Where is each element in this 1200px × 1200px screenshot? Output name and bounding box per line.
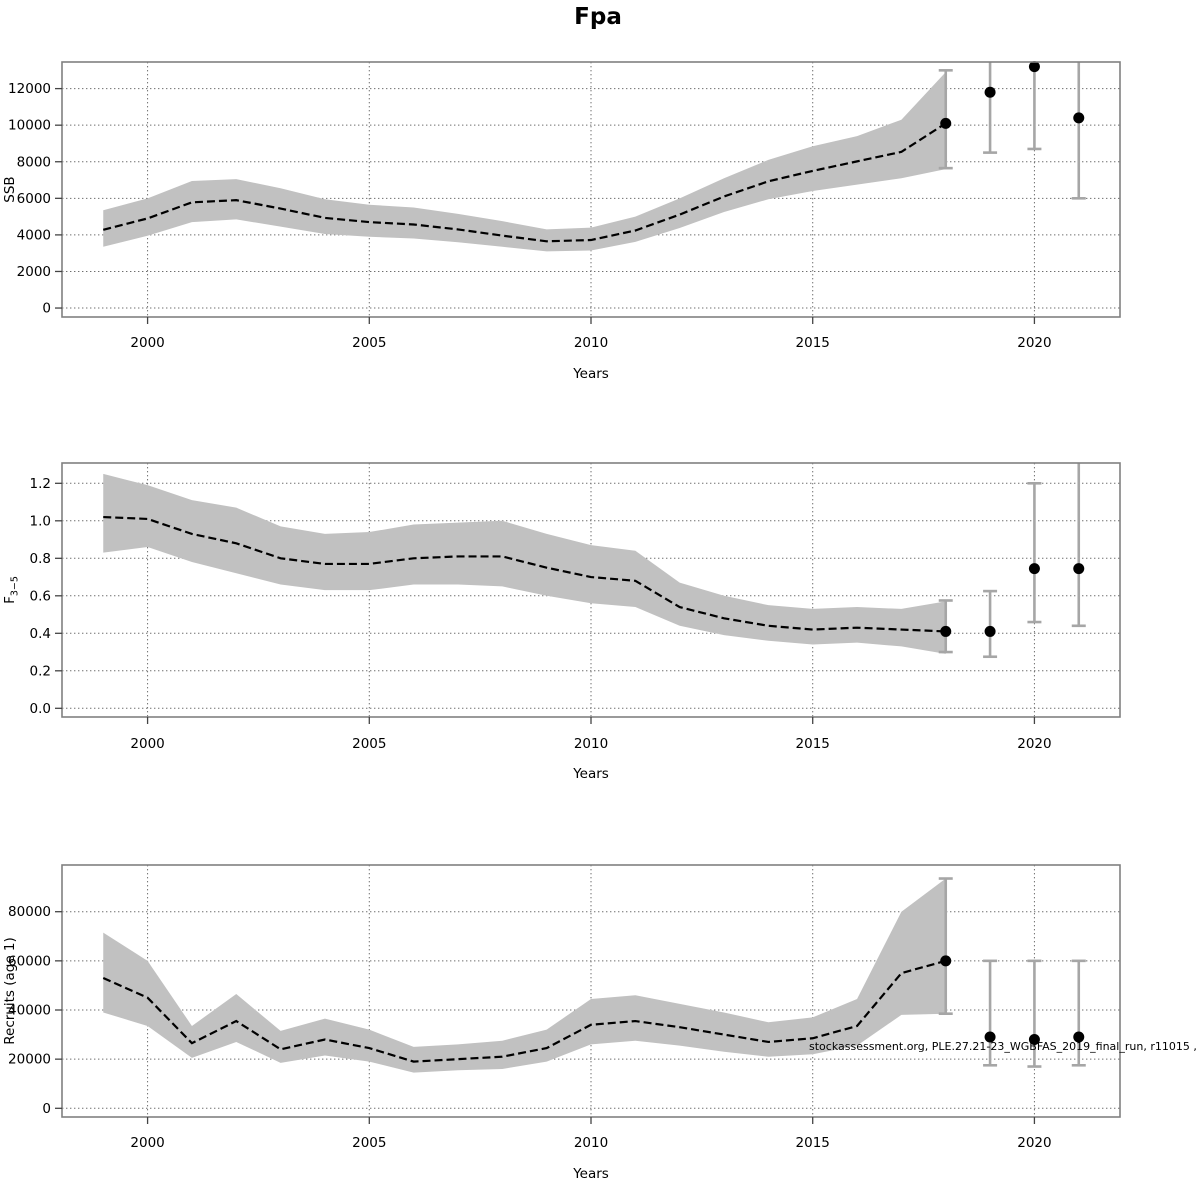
x-tick-label: 2010 xyxy=(574,335,608,351)
axis: 2000 2005 2010 2015 2020 0 2000 4000 6000 8000 100… xyxy=(2,61,1121,382)
x-axis-label: Years xyxy=(572,1166,609,1182)
axis: 2000 2005 2010 2015 2020 0 20000 40000 60000 8000… xyxy=(2,864,1121,1182)
data-point xyxy=(1073,563,1085,575)
y-tick-label: 1.2 xyxy=(30,476,51,492)
forecast-points xyxy=(940,563,1085,637)
y-tick-label: 4000 xyxy=(17,227,51,243)
data-point xyxy=(940,625,952,637)
y-tick-label: 60000 xyxy=(8,953,51,969)
x-tick-label: 2015 xyxy=(796,1135,830,1151)
forecast-points xyxy=(940,61,1085,129)
error-bars xyxy=(938,463,1086,659)
y-tick-label: 2000 xyxy=(17,264,51,280)
forecast-points xyxy=(940,955,1085,1045)
x-tick-label: 2015 xyxy=(796,736,830,752)
y-axis-label: F3−5 xyxy=(2,576,21,604)
median-line xyxy=(102,122,947,243)
confidence-band xyxy=(103,878,946,1073)
x-tick-label: 2020 xyxy=(1017,335,1051,351)
y-tick-label: 20000 xyxy=(8,1052,51,1068)
data-point xyxy=(1028,1033,1040,1045)
x-tick-label: 2000 xyxy=(130,1135,164,1151)
x-tick-label: 2015 xyxy=(796,335,830,351)
x-tick-label: 2010 xyxy=(574,736,608,752)
data-point xyxy=(1073,112,1085,124)
data-point xyxy=(1073,1031,1085,1043)
median-line xyxy=(102,959,947,1063)
y-tick-label: 40000 xyxy=(8,1003,51,1019)
y-tick-label: 0.0 xyxy=(30,701,51,717)
source-annotation: stockassessment.org, PLE.27.21-23_WGBFAS… xyxy=(809,1040,1200,1053)
y-tick-label: 0.8 xyxy=(30,551,51,567)
y-tick-label: 6000 xyxy=(17,191,51,207)
x-tick-label: 2005 xyxy=(352,736,386,752)
y-tick-label: 0 xyxy=(42,1101,51,1117)
x-tick-label: 2020 xyxy=(1017,1135,1051,1151)
x-tick-label: 2000 xyxy=(130,335,164,351)
x-tick-label: 2005 xyxy=(352,335,386,351)
x-tick-label: 2010 xyxy=(574,1135,608,1151)
x-tick-label: 2005 xyxy=(352,1135,386,1151)
data-point xyxy=(1028,61,1040,73)
y-axis-label: Recruits (age 1) xyxy=(2,937,18,1045)
f35-chart: 2000 2005 2010 2015 2020 0.0 0.2 0.4 0.6 0.8 1.0 1.… xyxy=(2,462,1121,782)
page-title: Fpa xyxy=(574,4,622,30)
error-bars xyxy=(938,877,1086,1068)
x-tick-label: 2020 xyxy=(1017,736,1051,752)
error-bars xyxy=(938,62,1086,200)
y-tick-label: 8000 xyxy=(17,154,51,170)
data-point xyxy=(940,955,952,967)
y-tick-label: 0.4 xyxy=(30,626,51,642)
data-point xyxy=(940,117,952,129)
y-tick-label: 0 xyxy=(42,301,51,317)
data-point xyxy=(984,86,996,98)
y-axis-label: SSB xyxy=(2,176,18,202)
median-line xyxy=(103,515,946,633)
confidence-band xyxy=(103,72,946,252)
y-tick-label: 10000 xyxy=(8,118,51,134)
y-tick-label: 12000 xyxy=(8,81,51,97)
y-tick-label: 80000 xyxy=(8,904,51,920)
confidence-band xyxy=(103,473,946,654)
grid xyxy=(62,865,1120,1117)
y-tick-label: 1.0 xyxy=(30,513,51,529)
y-tick-label: 0.6 xyxy=(30,588,51,604)
data-point xyxy=(984,1031,996,1043)
recruits-chart: 2000 2005 2010 2015 2020 0 20000 40000 60000 8000… xyxy=(2,864,1121,1182)
x-axis-label: Years xyxy=(572,766,609,782)
ssb-chart: 2000 2005 2010 2015 2020 0 2000 4000 6000 8000 100… xyxy=(2,61,1121,382)
axis: 2000 2005 2010 2015 2020 0.0 0.2 0.4 0.6 0.8 1.0 1.… xyxy=(2,462,1121,782)
data-point xyxy=(984,625,996,637)
data-point xyxy=(1028,563,1040,575)
y-tick-label: 0.2 xyxy=(30,663,51,679)
x-axis-label: Years xyxy=(572,366,609,382)
x-tick-label: 2000 xyxy=(130,736,164,752)
